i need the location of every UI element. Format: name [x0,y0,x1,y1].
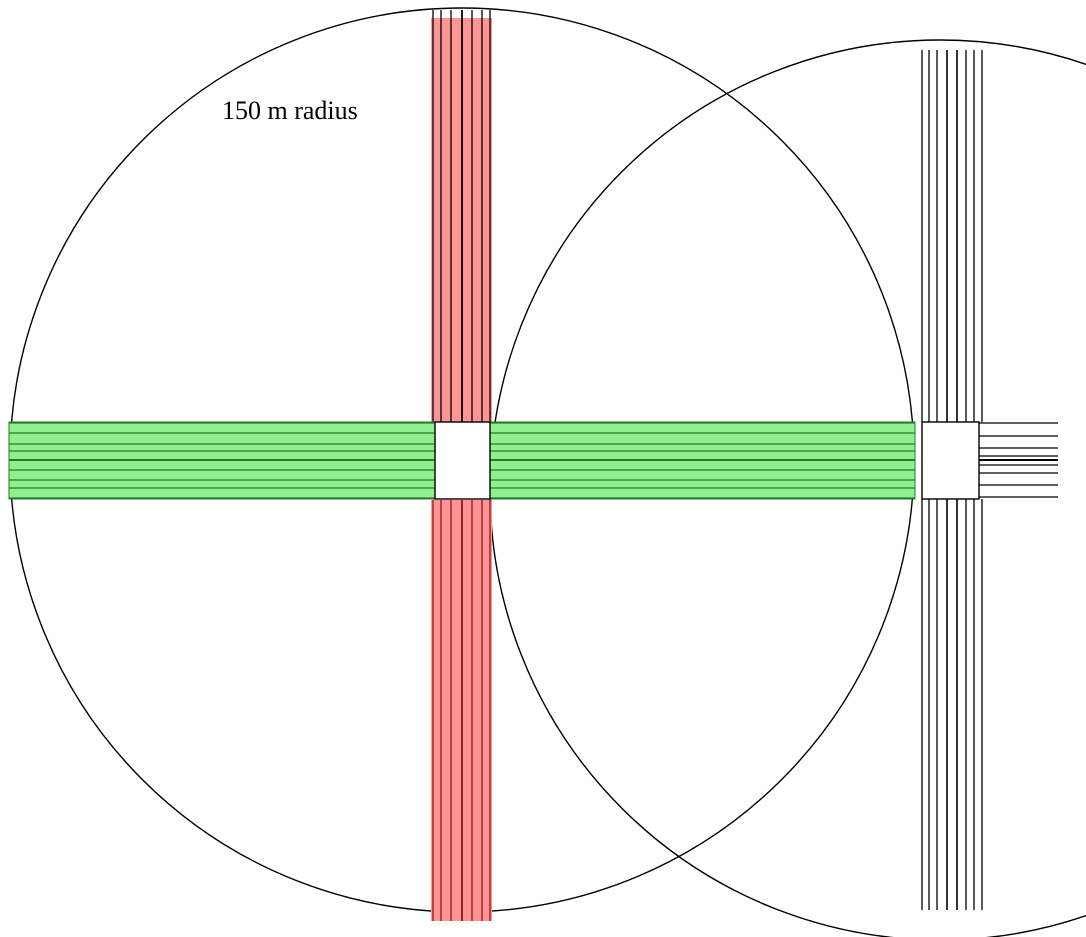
vertical-road-left [431,10,492,921]
horizontal-road-right [979,422,1058,498]
intersection-left [434,421,491,500]
vertical-road-right [921,50,983,910]
horizontal-road-right-lane-lines [979,422,1058,498]
vertical-road-right-lane-lines [921,50,983,910]
radius-label: 150 m radius [222,96,358,125]
intersection-right [921,421,980,500]
vertical-road-lane-lines [432,10,491,921]
horizontal-road-left [8,421,916,500]
horizontal-road-lane-lines [9,422,915,499]
